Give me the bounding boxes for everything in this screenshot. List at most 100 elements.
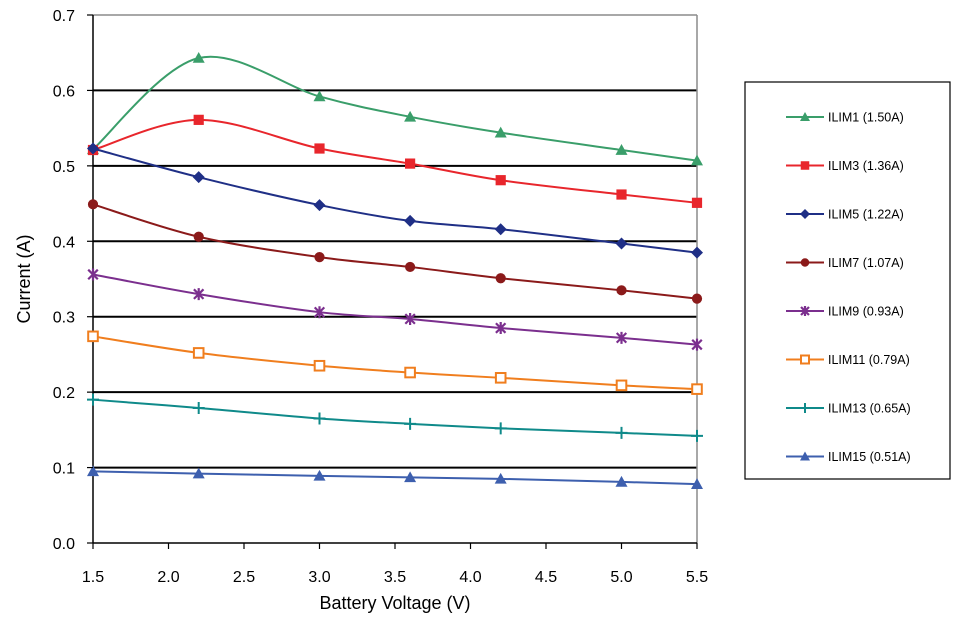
series-line xyxy=(92,55,698,162)
legend-label: ILIM1 (1.50A) xyxy=(828,111,904,125)
y-tick-label: 0.4 xyxy=(53,234,75,251)
x-tick-label: 3.0 xyxy=(308,569,330,586)
legend-entry: ILIM3 (1.36A) xyxy=(786,159,904,173)
data-point xyxy=(192,51,205,63)
series-line xyxy=(92,398,698,437)
legend-label: ILIM15 (0.51A) xyxy=(828,450,911,464)
legend-marker xyxy=(800,258,810,267)
legend-entry: ILIM7 (1.07A) xyxy=(786,256,904,270)
data-point xyxy=(495,273,506,284)
data-point xyxy=(494,126,507,138)
legend-marker xyxy=(800,161,810,170)
data-point xyxy=(313,90,326,102)
legend-marker xyxy=(800,209,810,219)
data-point xyxy=(313,199,326,212)
y-tick-label: 0.7 xyxy=(53,8,75,25)
x-tick-label: 5.0 xyxy=(610,569,632,586)
legend-entry: ILIM13 (0.65A) xyxy=(786,402,911,416)
y-axis-tick-labels: 0.0 0.1 0.2 0.3 0.4 0.5 0.6 0.7 xyxy=(53,8,93,553)
series-4 xyxy=(87,199,703,304)
legend-label: ILIM13 (0.65A) xyxy=(828,402,911,416)
data-point xyxy=(615,237,628,250)
legend-marker xyxy=(800,306,810,316)
x-tick-label: 1.5 xyxy=(82,569,104,586)
data-point xyxy=(404,214,417,227)
data-point xyxy=(313,469,326,481)
data-point xyxy=(691,383,703,395)
data-point xyxy=(691,197,703,208)
data-point xyxy=(87,268,99,281)
data-point xyxy=(192,171,205,184)
x-tick-label: 4.0 xyxy=(459,569,481,586)
data-point xyxy=(404,366,416,379)
legend-entry: ILIM15 (0.51A) xyxy=(786,450,911,464)
data-point xyxy=(615,426,628,439)
y-axis-title: Current (A) xyxy=(14,234,34,323)
legend-label: ILIM11 (0.79A) xyxy=(828,353,910,367)
legend-marker xyxy=(800,403,810,413)
data-point xyxy=(87,393,99,406)
data-point xyxy=(314,252,325,263)
data-point xyxy=(691,429,703,442)
legend-box xyxy=(744,81,951,480)
x-tick-label: 2.0 xyxy=(157,569,179,586)
data-point xyxy=(691,293,703,304)
x-axis-tick-labels: 1.5 2.0 2.5 3.0 3.5 4.0 4.5 5.0 5.5 xyxy=(82,543,708,586)
data-point xyxy=(192,401,205,414)
data-point xyxy=(404,110,417,122)
legend-label: ILIM9 (0.93A) xyxy=(828,305,904,319)
data-point xyxy=(494,372,507,384)
y-tick-label: 0.1 xyxy=(53,461,75,478)
series-line xyxy=(92,273,698,346)
series-line xyxy=(92,118,698,204)
data-point xyxy=(405,158,416,169)
series-1 xyxy=(87,51,703,166)
data-point xyxy=(87,199,99,210)
data-point xyxy=(495,322,507,335)
data-point xyxy=(616,189,627,200)
series-6 xyxy=(87,330,703,395)
y-tick-label: 0.5 xyxy=(53,159,75,176)
y-tick-label: 0.6 xyxy=(53,83,75,100)
data-point xyxy=(192,347,205,359)
data-point xyxy=(193,288,205,301)
x-axis-title: Battery Voltage (V) xyxy=(319,593,470,613)
data-point xyxy=(615,475,628,487)
legend-entry: ILIM5 (1.22A) xyxy=(786,208,904,222)
legend-entry: ILIM1 (1.50A) xyxy=(786,111,904,125)
data-point xyxy=(87,142,99,155)
data-point xyxy=(87,330,99,343)
data-point xyxy=(87,465,99,477)
data-point xyxy=(615,331,628,344)
legend-label: ILIM3 (1.36A) xyxy=(828,159,904,173)
data-point xyxy=(404,312,416,325)
data-point xyxy=(616,285,627,296)
x-tick-label: 3.5 xyxy=(384,569,406,586)
series-line xyxy=(92,335,698,391)
data-point xyxy=(615,379,628,392)
series-line xyxy=(92,147,698,254)
data-point xyxy=(313,306,326,319)
data-point xyxy=(615,144,628,155)
y-tick-label: 0.3 xyxy=(53,310,75,327)
x-tick-label: 5.5 xyxy=(686,569,708,586)
data-point xyxy=(495,175,506,186)
legend-marker xyxy=(800,451,810,461)
gridlines xyxy=(93,89,697,469)
data-point xyxy=(193,231,204,242)
y-tick-label: 0.2 xyxy=(53,385,75,402)
series-7 xyxy=(87,393,703,442)
series-8 xyxy=(87,465,703,489)
data-point xyxy=(691,246,703,259)
data-point xyxy=(691,154,703,166)
series-5 xyxy=(87,268,703,351)
x-tick-label: 4.5 xyxy=(535,569,557,586)
legend-label: ILIM7 (1.07A) xyxy=(828,256,904,270)
data-point xyxy=(313,359,326,372)
data-point xyxy=(193,114,204,125)
data-point xyxy=(494,422,507,435)
y-tick-label: 0.0 xyxy=(53,536,75,553)
data-point xyxy=(494,223,507,236)
series-3 xyxy=(87,142,703,259)
